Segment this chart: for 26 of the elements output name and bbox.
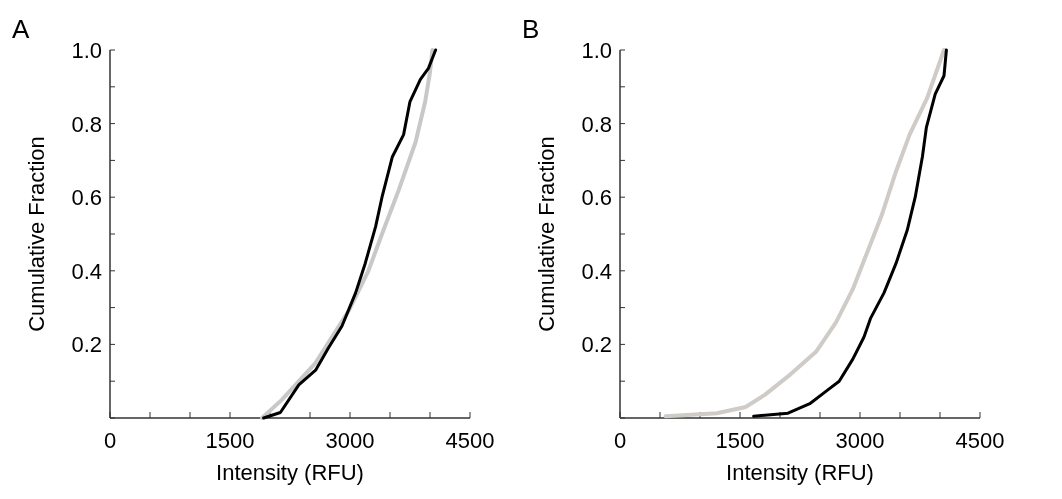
x-tick-label: 0 xyxy=(613,428,627,453)
x-tick-label: 3000 xyxy=(325,428,375,453)
y-tick-label: 0.4 xyxy=(71,258,102,284)
x-tick-label: 3000 xyxy=(835,428,885,453)
x-axis-title: Intensity (RFU) xyxy=(216,460,364,485)
y-tick-label: 0.8 xyxy=(71,111,102,137)
y-tick-label: 1.0 xyxy=(71,38,102,63)
y-tick-label: 0.6 xyxy=(581,185,612,211)
x-tick-label: 1500 xyxy=(205,428,255,453)
y-tick-label: 0.8 xyxy=(581,111,612,137)
y-axis-title: Cumulative Fraction xyxy=(534,136,559,332)
x-tick-label: 0 xyxy=(103,428,117,453)
y-tick-label: 0.6 xyxy=(71,185,102,211)
chart-title: B xyxy=(522,14,540,44)
line-series xyxy=(663,48,946,419)
x-tick-label: 4500 xyxy=(955,428,1005,453)
line-series xyxy=(752,48,948,418)
y-tick-label: 0.4 xyxy=(581,258,612,284)
y-tick-label: 1.0 xyxy=(581,38,612,63)
chart-title: A xyxy=(12,14,30,44)
x-axis-title: Intensity (RFU) xyxy=(726,460,874,485)
y-tick-label: 0.2 xyxy=(581,332,612,358)
y-tick-label: 0.2 xyxy=(71,332,102,358)
x-tick-label: 4500 xyxy=(445,428,495,453)
x-tick-label: 1500 xyxy=(715,428,765,453)
y-axis-title: Cumulative Fraction xyxy=(24,136,49,332)
